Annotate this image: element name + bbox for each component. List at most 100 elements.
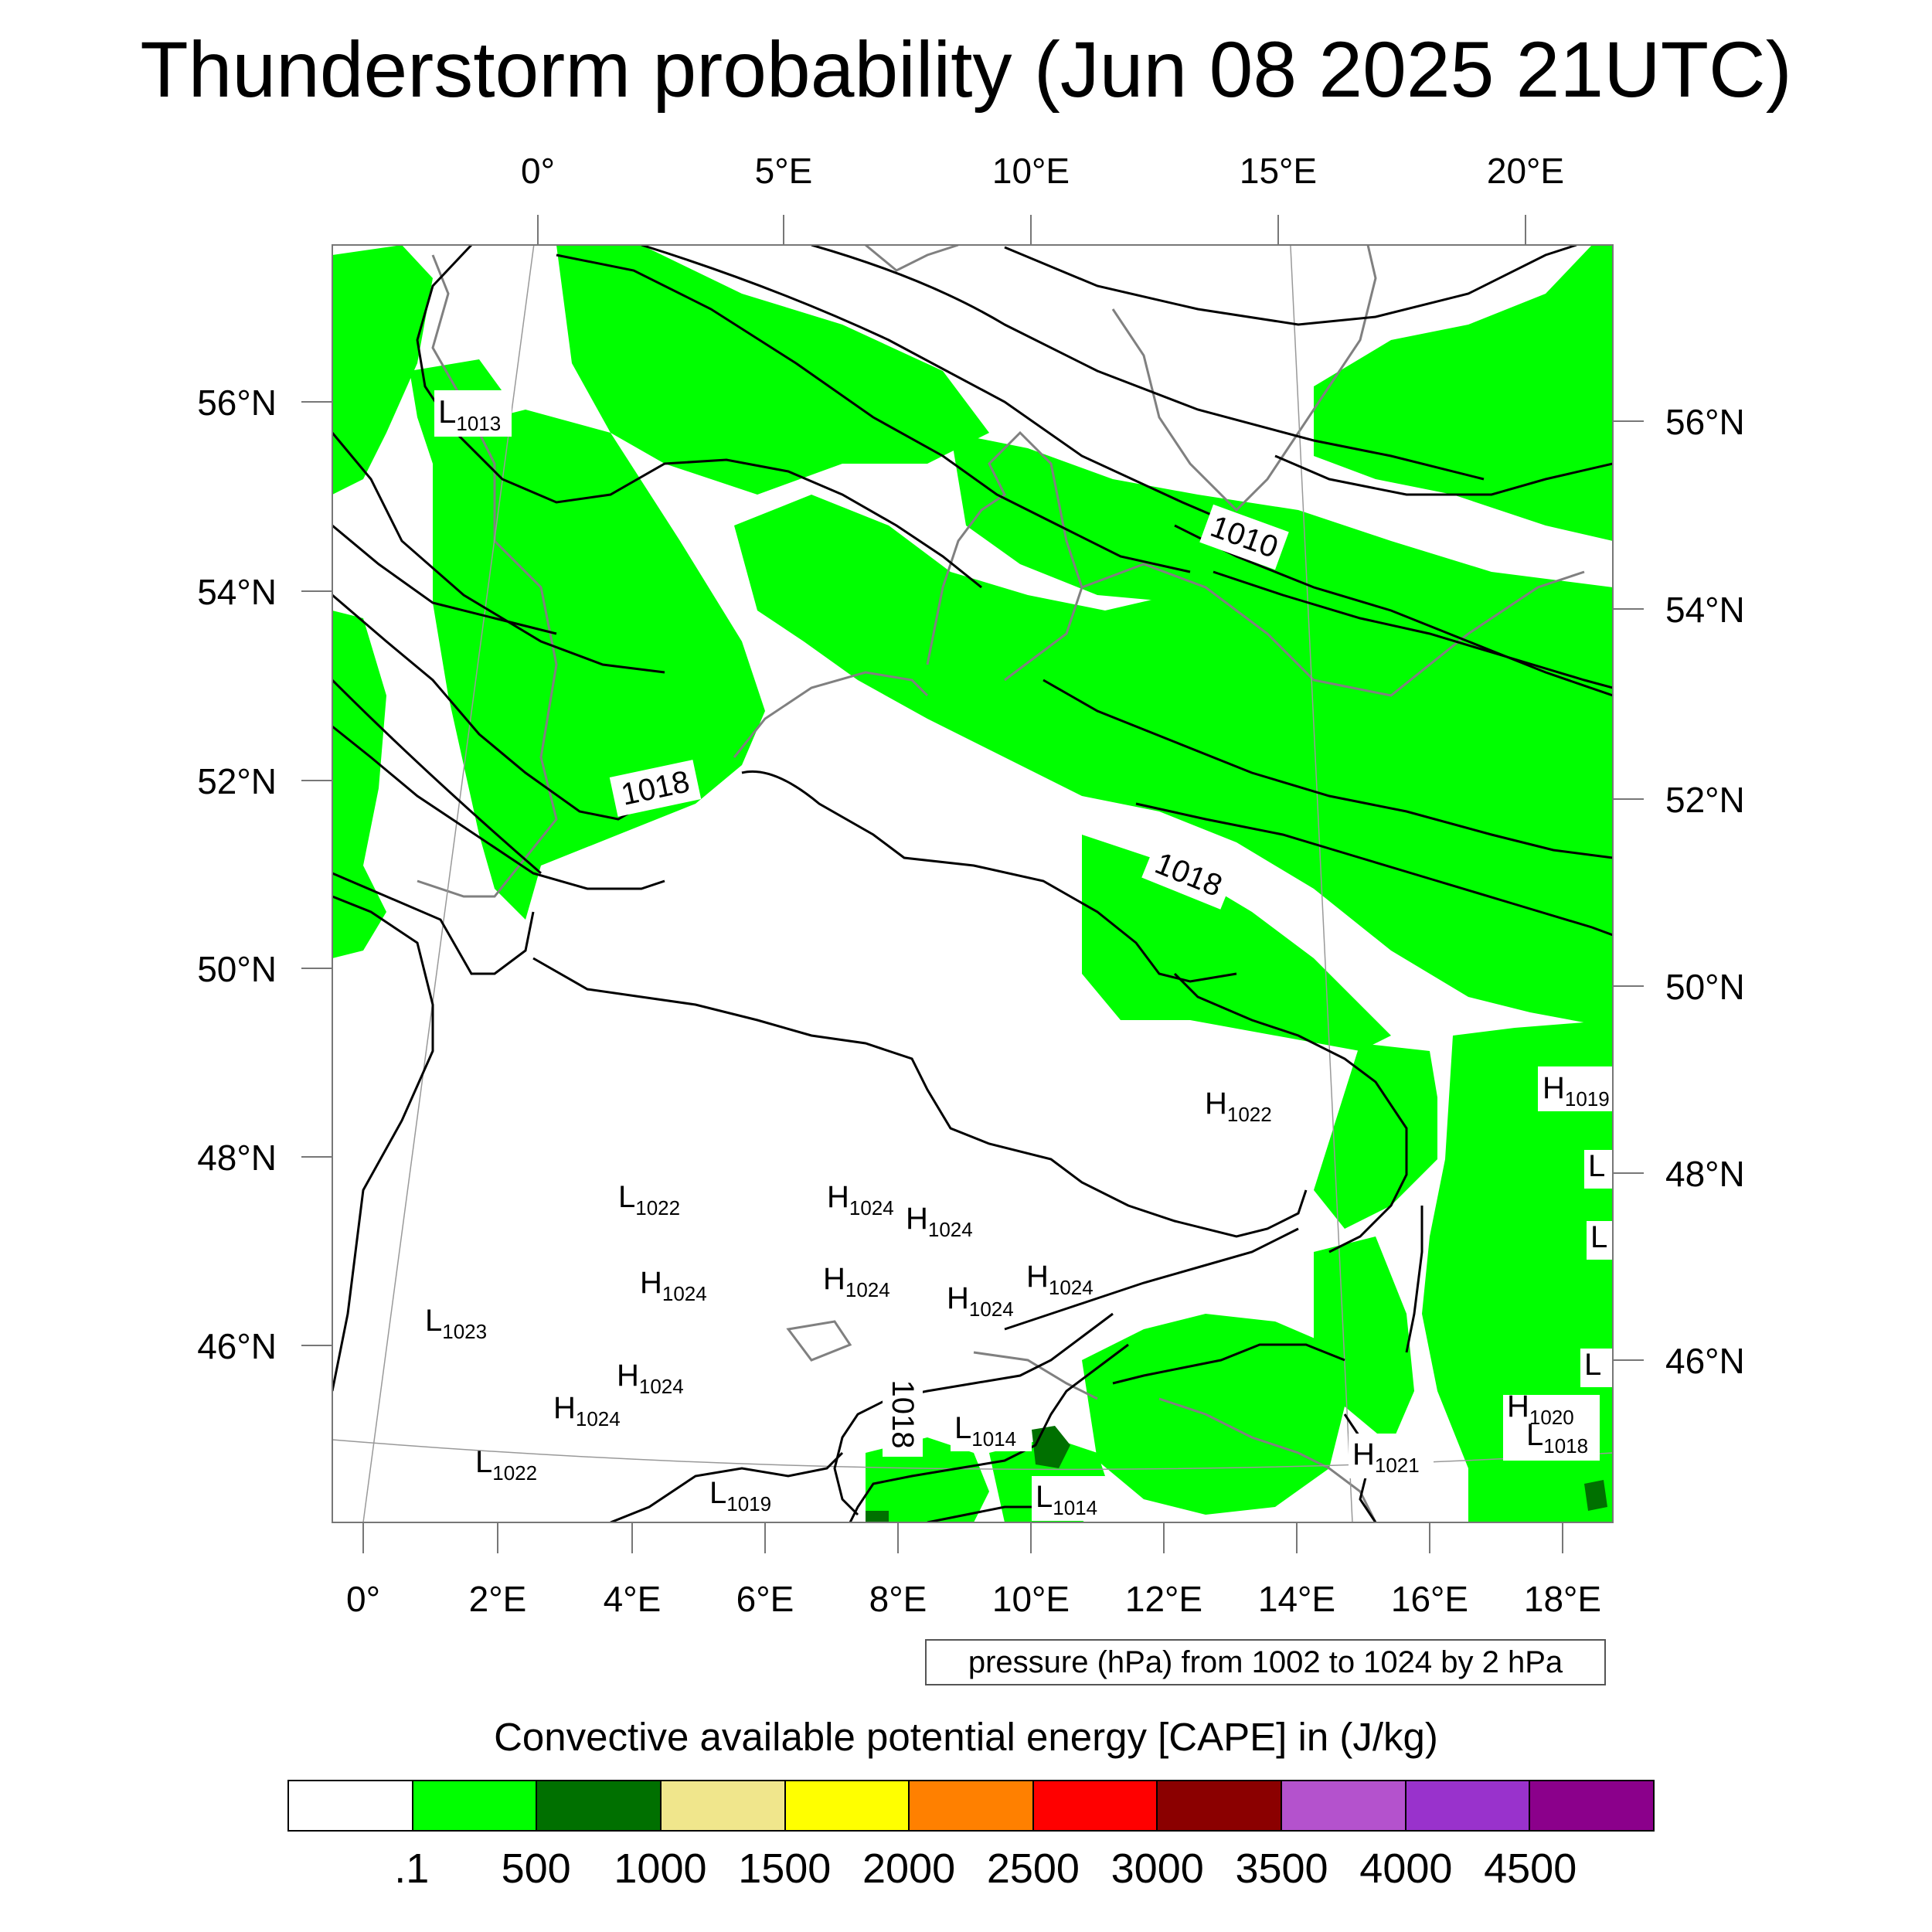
svg-text:L1013: L1013	[438, 393, 501, 435]
isobar-4	[332, 679, 542, 875]
pressure-center-label: L1023	[425, 1304, 487, 1343]
isobars	[332, 245, 1613, 1522]
colorbar-swatch	[537, 1781, 662, 1830]
pressure-center-type: L	[438, 393, 456, 430]
isobar-22	[1405, 1206, 1423, 1353]
colorbar-label: .1	[394, 1845, 430, 1892]
svg-text:10°E: 10°E	[992, 151, 1070, 191]
cape-region-carpathian	[1422, 1020, 1613, 1468]
plot-frame	[332, 244, 1614, 1523]
cape-region-baltic	[1314, 245, 1613, 541]
colorbar-label: 1000	[614, 1845, 707, 1892]
pressure-center-label: H1024	[947, 1281, 1014, 1321]
pressure-center-label: H1024	[553, 1391, 621, 1430]
pressure-center-label: H1024	[617, 1359, 684, 1398]
isobar-12	[1004, 245, 1577, 326]
isobar-16	[1043, 679, 1613, 859]
svg-text:52°N: 52°N	[197, 761, 277, 801]
pressure-centers: L1013 H1022 H1019 L1022 H1024 H1024 H102…	[425, 390, 1613, 1521]
isobar-17	[1135, 802, 1613, 937]
colorbar-swatch	[289, 1781, 413, 1830]
pressure-center-label: L1019	[709, 1476, 771, 1515]
right-lat-labels: 56°N 54°N 52°N 50°N 48°N 46°N	[1665, 402, 1745, 1381]
svg-text:H1024: H1024	[553, 1391, 621, 1430]
colorbar-label: 3000	[1111, 1845, 1204, 1892]
svg-text:50°N: 50°N	[197, 949, 277, 989]
svg-text:H1021: H1021	[1352, 1437, 1420, 1477]
svg-text:H1024: H1024	[640, 1266, 707, 1305]
isobar-5	[332, 594, 673, 821]
colorbar-label: 4500	[1484, 1845, 1577, 1892]
cape-label: Convective available potential energy [C…	[494, 1715, 1438, 1759]
svg-text:16°E: 16°E	[1391, 1579, 1468, 1619]
coast-alps-lakes	[786, 1320, 852, 1362]
isobar-14	[1174, 524, 1613, 697]
svg-text:54°N: 54°N	[1665, 590, 1745, 630]
svg-text:6°E: 6°E	[736, 1579, 794, 1619]
cape-region-east-band	[951, 433, 1613, 696]
isobar-8	[416, 245, 982, 589]
svg-text:12°E: 12°E	[1125, 1579, 1202, 1619]
plot-area: 1010 1018 1018 1018 L1013 H10	[332, 245, 1613, 1522]
coast-denmark	[926, 430, 1083, 682]
cape-region-west-coast	[332, 245, 433, 495]
svg-text:H1019: H1019	[1543, 1071, 1610, 1111]
svg-text:46°N: 46°N	[1665, 1341, 1745, 1381]
svg-text:L1022: L1022	[475, 1445, 537, 1485]
pressure-center-label: L1022	[475, 1445, 537, 1485]
svg-text:14°E: 14°E	[1258, 1579, 1335, 1619]
isobar-15	[1213, 570, 1613, 689]
isobar-21	[1004, 1227, 1299, 1331]
svg-text:H1020: H1020	[1507, 1389, 1574, 1429]
pressure-center-label: H1024	[906, 1202, 973, 1241]
svg-text:56°N: 56°N	[1665, 402, 1745, 442]
svg-text:L1022: L1022	[618, 1180, 680, 1219]
pressure-center-label: L1014	[1032, 1476, 1113, 1521]
isobar-7	[332, 524, 557, 635]
cape-colorbar	[287, 1780, 1655, 1832]
isobar-24	[849, 1343, 1129, 1522]
isobar-20	[532, 957, 1308, 1238]
pressure-center-value: 1013	[456, 412, 501, 435]
colorbar-swatch	[785, 1781, 910, 1830]
isobar-11	[811, 245, 1485, 481]
coast-britain	[417, 254, 558, 898]
svg-text:50°N: 50°N	[1665, 967, 1745, 1007]
isobar-6	[332, 432, 665, 674]
svg-text:L: L	[1588, 1149, 1605, 1183]
svg-text:L: L	[1584, 1348, 1601, 1382]
axis-ticks	[301, 215, 1644, 1553]
colorbar-swatch	[1033, 1781, 1158, 1830]
colorbar-swatch	[661, 1781, 786, 1830]
left-lat-labels: 56°N 54°N 52°N 50°N 48°N 46°N	[197, 383, 277, 1366]
svg-text:L1014: L1014	[1036, 1480, 1097, 1519]
colorbar-swatch	[1158, 1781, 1283, 1830]
svg-text:0°: 0°	[521, 151, 555, 191]
svg-text:48°N: 48°N	[1665, 1154, 1745, 1194]
isobar-9	[556, 253, 1191, 573]
colorbar-label: 2000	[862, 1845, 956, 1892]
svg-text:20°E: 20°E	[1487, 151, 1564, 191]
svg-text:8°E: 8°E	[869, 1579, 927, 1619]
isobar-19	[1173, 972, 1408, 1253]
colorbar-swatch	[413, 1781, 538, 1830]
pressure-center-label: L1013	[434, 390, 512, 437]
isobar-3	[332, 725, 665, 890]
svg-text:48°N: 48°N	[197, 1138, 277, 1178]
pressure-center-label: H1024	[1026, 1260, 1094, 1299]
pressure-center-label: H1019	[1538, 1066, 1613, 1111]
colorbar-swatch	[1406, 1781, 1531, 1830]
coast-netherlands	[733, 671, 929, 758]
svg-text:18°E: 18°E	[1524, 1579, 1601, 1619]
svg-text:54°N: 54°N	[197, 572, 277, 612]
isobar-1	[332, 895, 434, 1392]
svg-text:52°N: 52°N	[1665, 780, 1745, 820]
svg-text:5°E: 5°E	[755, 151, 813, 191]
colorbar-label: 500	[501, 1845, 571, 1892]
pressure-center-label: L1014	[951, 1406, 1032, 1451]
pressure-center-label: H1022	[1202, 1082, 1283, 1127]
bottom-lon-labels: 0° 2°E 4°E 6°E 8°E 10°E 12°E 14°E 16°E 1…	[346, 1579, 1601, 1619]
coast-sweden	[1111, 245, 1377, 512]
colorbar-swatch	[1530, 1781, 1654, 1830]
